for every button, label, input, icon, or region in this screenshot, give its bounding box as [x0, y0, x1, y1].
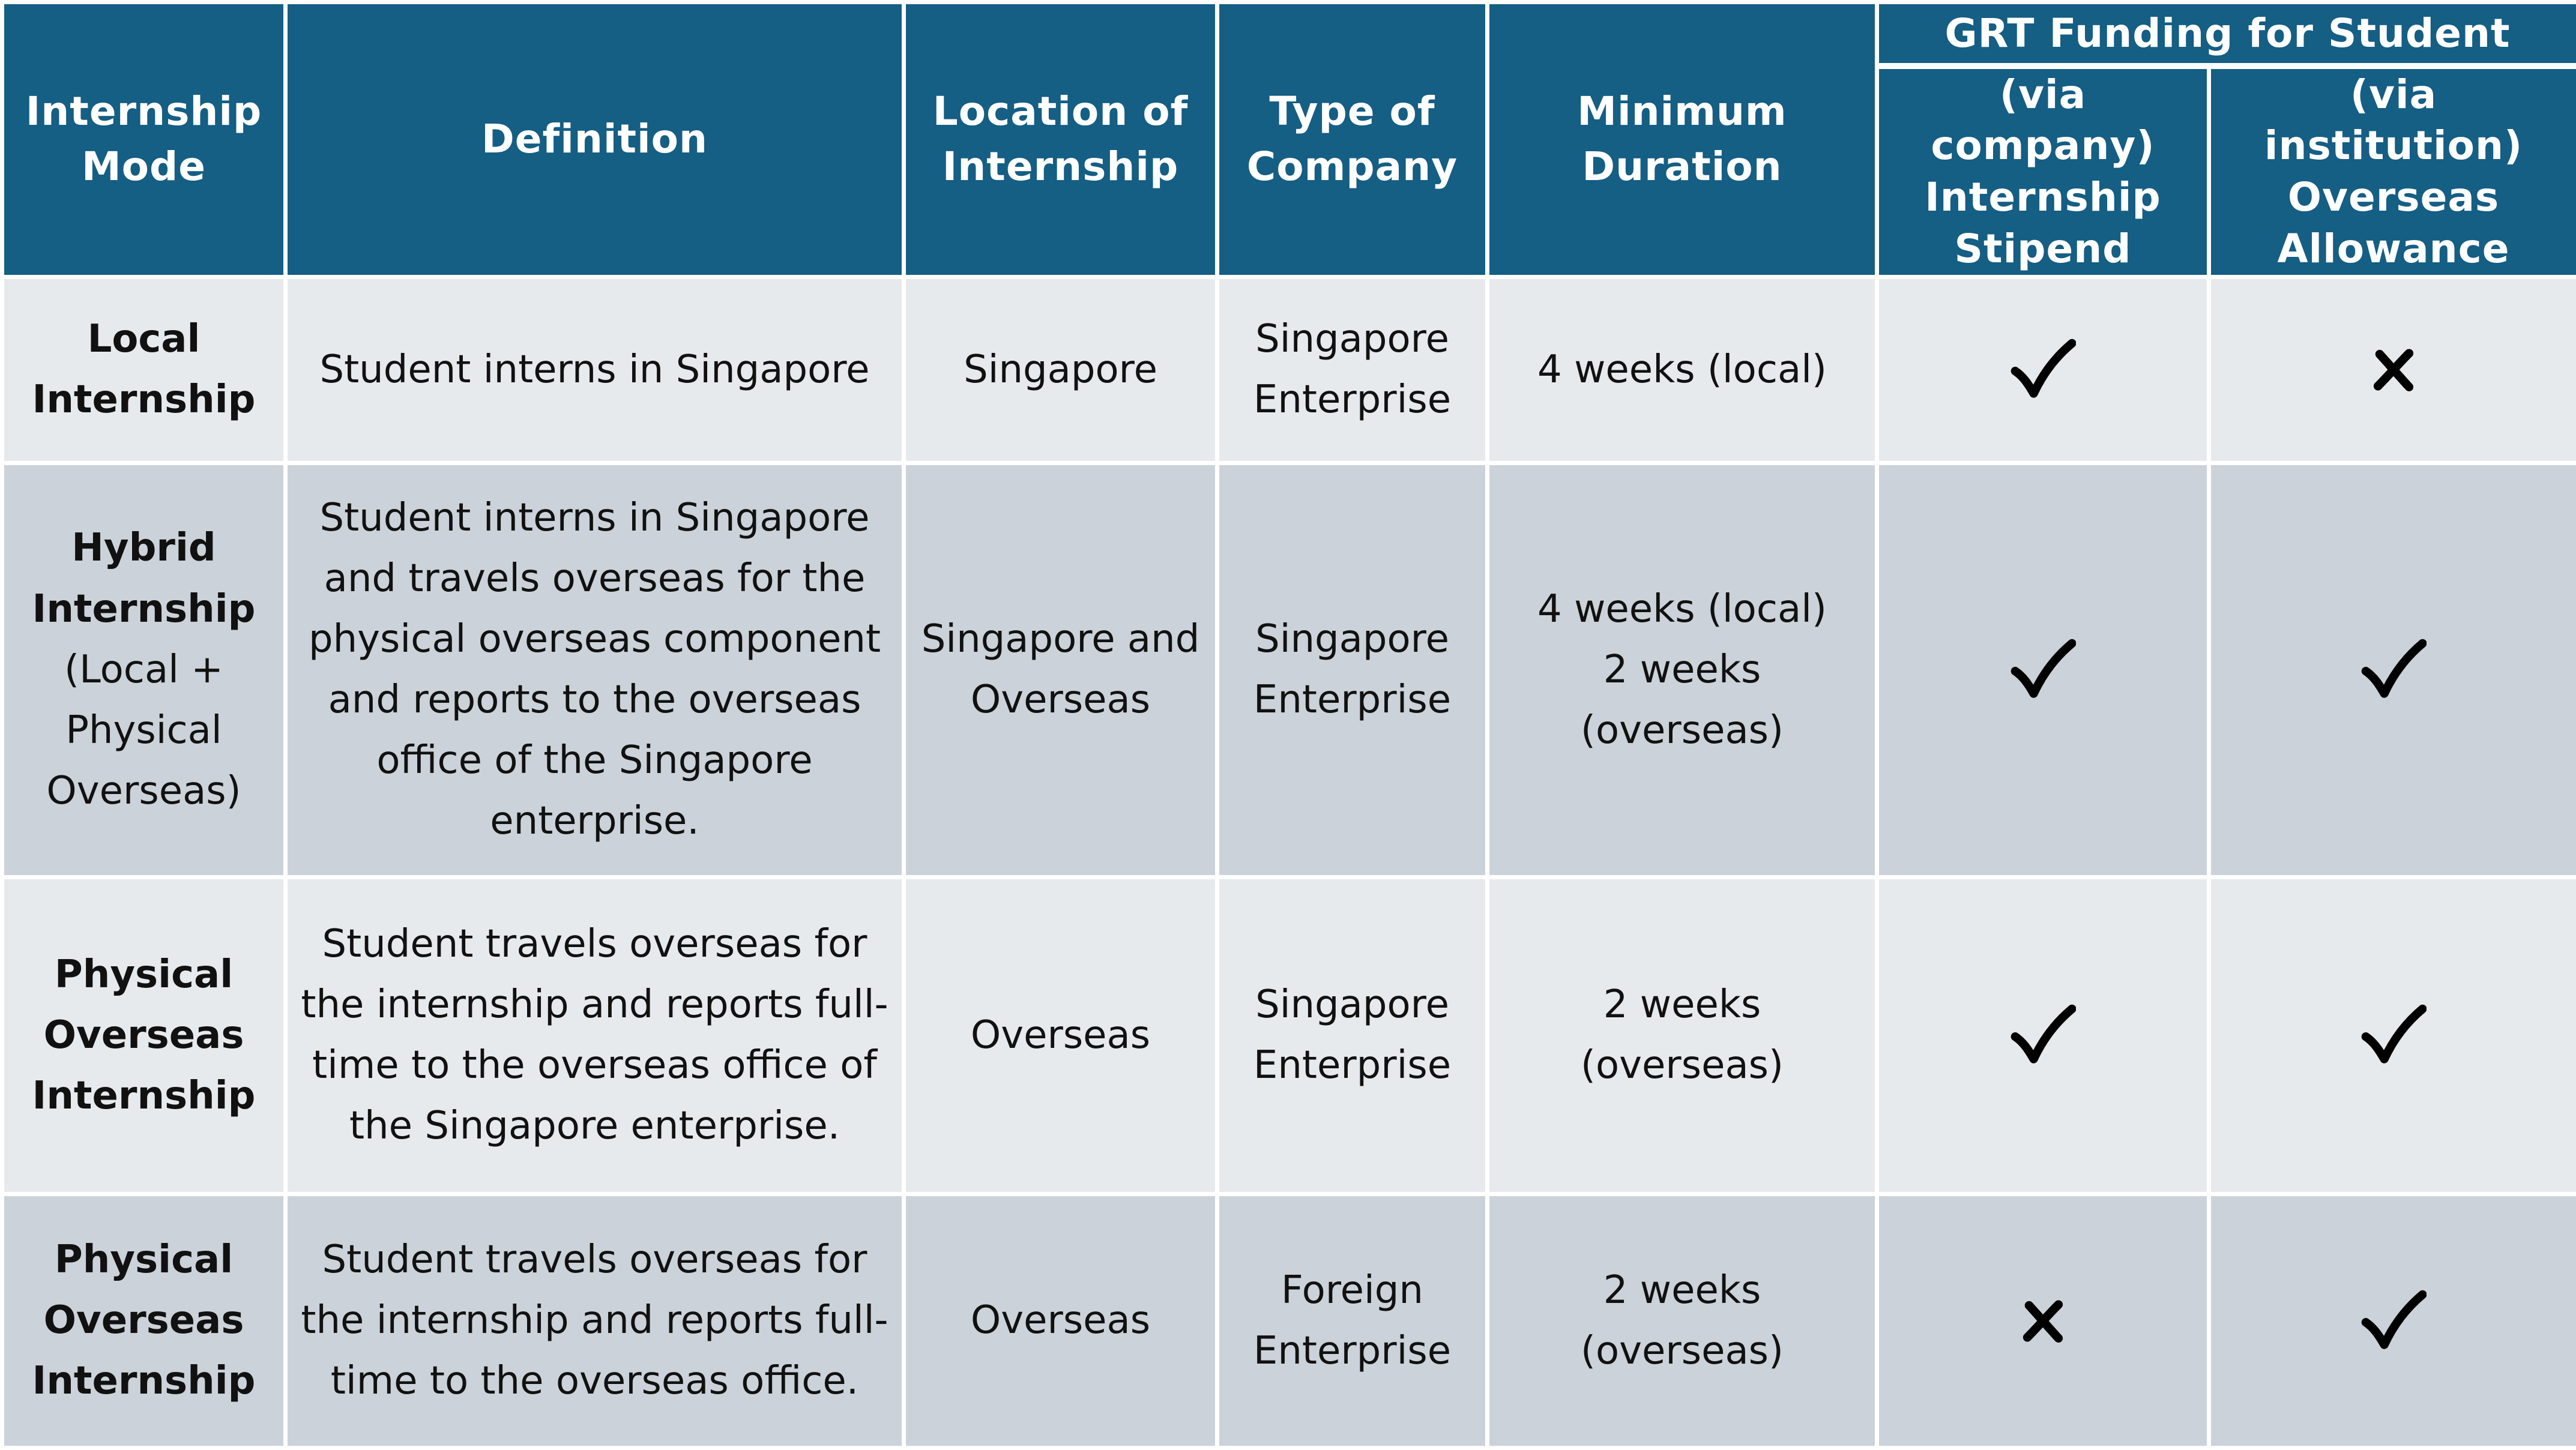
duration-cell: 4 weeks (local) 2 weeks (overseas) [1488, 463, 1877, 877]
allowance-cell [2209, 463, 2576, 877]
definition-cell: Student interns in Singapore [286, 277, 904, 463]
header-grt-funding: GRT Funding for Student [1877, 2, 2576, 66]
duration-cell: 4 weeks (local) [1488, 277, 1877, 463]
header-location: Location of Internship [904, 2, 1217, 277]
cross-icon [1892, 1299, 2194, 1343]
duration-line: 2 weeks (overseas) [1503, 640, 1862, 761]
header-internship-mode: Internship Mode [2, 2, 286, 277]
cross-icon [2224, 348, 2563, 391]
duration-line: 4 weeks (local) [1503, 340, 1862, 400]
header-internship-stipend: (via company) Internship Stipend [1877, 66, 2209, 277]
check-icon [2224, 637, 2563, 703]
location-cell: Singapore and Overseas [904, 463, 1217, 877]
definition-cell: Student travels overseas for the interns… [286, 877, 904, 1194]
header-overseas-allowance: (via institution) Overseas Allowance [2209, 66, 2576, 277]
duration-line: 4 weeks (local) [1503, 579, 1862, 640]
mode-description: (Local + Physical Overseas) [17, 640, 270, 822]
stipend-cell [1877, 277, 2209, 463]
header-company-type: Type of Company [1217, 2, 1488, 277]
location-cell: Overseas [904, 1194, 1217, 1448]
company-type-cell: Singapore Enterprise [1217, 277, 1488, 463]
mode-cell: Local Internship [2, 277, 286, 463]
definition-cell: Student interns in Singapore and travels… [286, 463, 904, 877]
mode-name: Physical Overseas Internship [17, 945, 270, 1127]
table-row: Hybrid Internship (Local + Physical Over… [2, 463, 2576, 877]
allowance-cell [2209, 277, 2576, 463]
check-icon [2224, 1288, 2563, 1354]
check-icon [1892, 637, 2194, 703]
stipend-cell [1877, 463, 2209, 877]
duration-cell: 2 weeks (overseas) [1488, 1194, 1877, 1448]
header-minimum-duration: Minimum Duration [1488, 2, 1877, 277]
duration-line: 2 weeks (overseas) [1503, 1260, 1862, 1382]
duration-line: 2 weeks (overseas) [1503, 975, 1862, 1096]
location-cell: Overseas [904, 877, 1217, 1194]
stipend-cell [1877, 877, 2209, 1194]
table-row: Physical Overseas Internship Student tra… [2, 877, 2576, 1194]
table-row: Local Internship Student interns in Sing… [2, 277, 2576, 463]
check-icon [1892, 337, 2194, 403]
allowance-cell [2209, 1194, 2576, 1448]
location-cell: Singapore [904, 277, 1217, 463]
stipend-cell [1877, 1194, 2209, 1448]
mode-name: Hybrid Internship [17, 518, 270, 639]
allowance-cell [2209, 877, 2576, 1194]
table-row: Physical Overseas Internship Student tra… [2, 1194, 2576, 1448]
mode-name: Local Internship [17, 309, 270, 430]
mode-cell: Physical Overseas Internship [2, 1194, 286, 1448]
company-type-cell: Foreign Enterprise [1217, 1194, 1488, 1448]
internship-table-container: Internship Mode Definition Location of I… [0, 0, 2576, 1418]
duration-cell: 2 weeks (overseas) [1488, 877, 1877, 1194]
mode-cell: Physical Overseas Internship [2, 877, 286, 1194]
mode-cell: Hybrid Internship (Local + Physical Over… [2, 463, 286, 877]
company-type-cell: Singapore Enterprise [1217, 877, 1488, 1194]
check-icon [2224, 1002, 2563, 1068]
check-icon [1892, 1002, 2194, 1068]
header-definition: Definition [286, 2, 904, 277]
company-type-cell: Singapore Enterprise [1217, 463, 1488, 877]
mode-name: Physical Overseas Internship [17, 1230, 270, 1412]
definition-cell: Student travels overseas for the interns… [286, 1194, 904, 1448]
